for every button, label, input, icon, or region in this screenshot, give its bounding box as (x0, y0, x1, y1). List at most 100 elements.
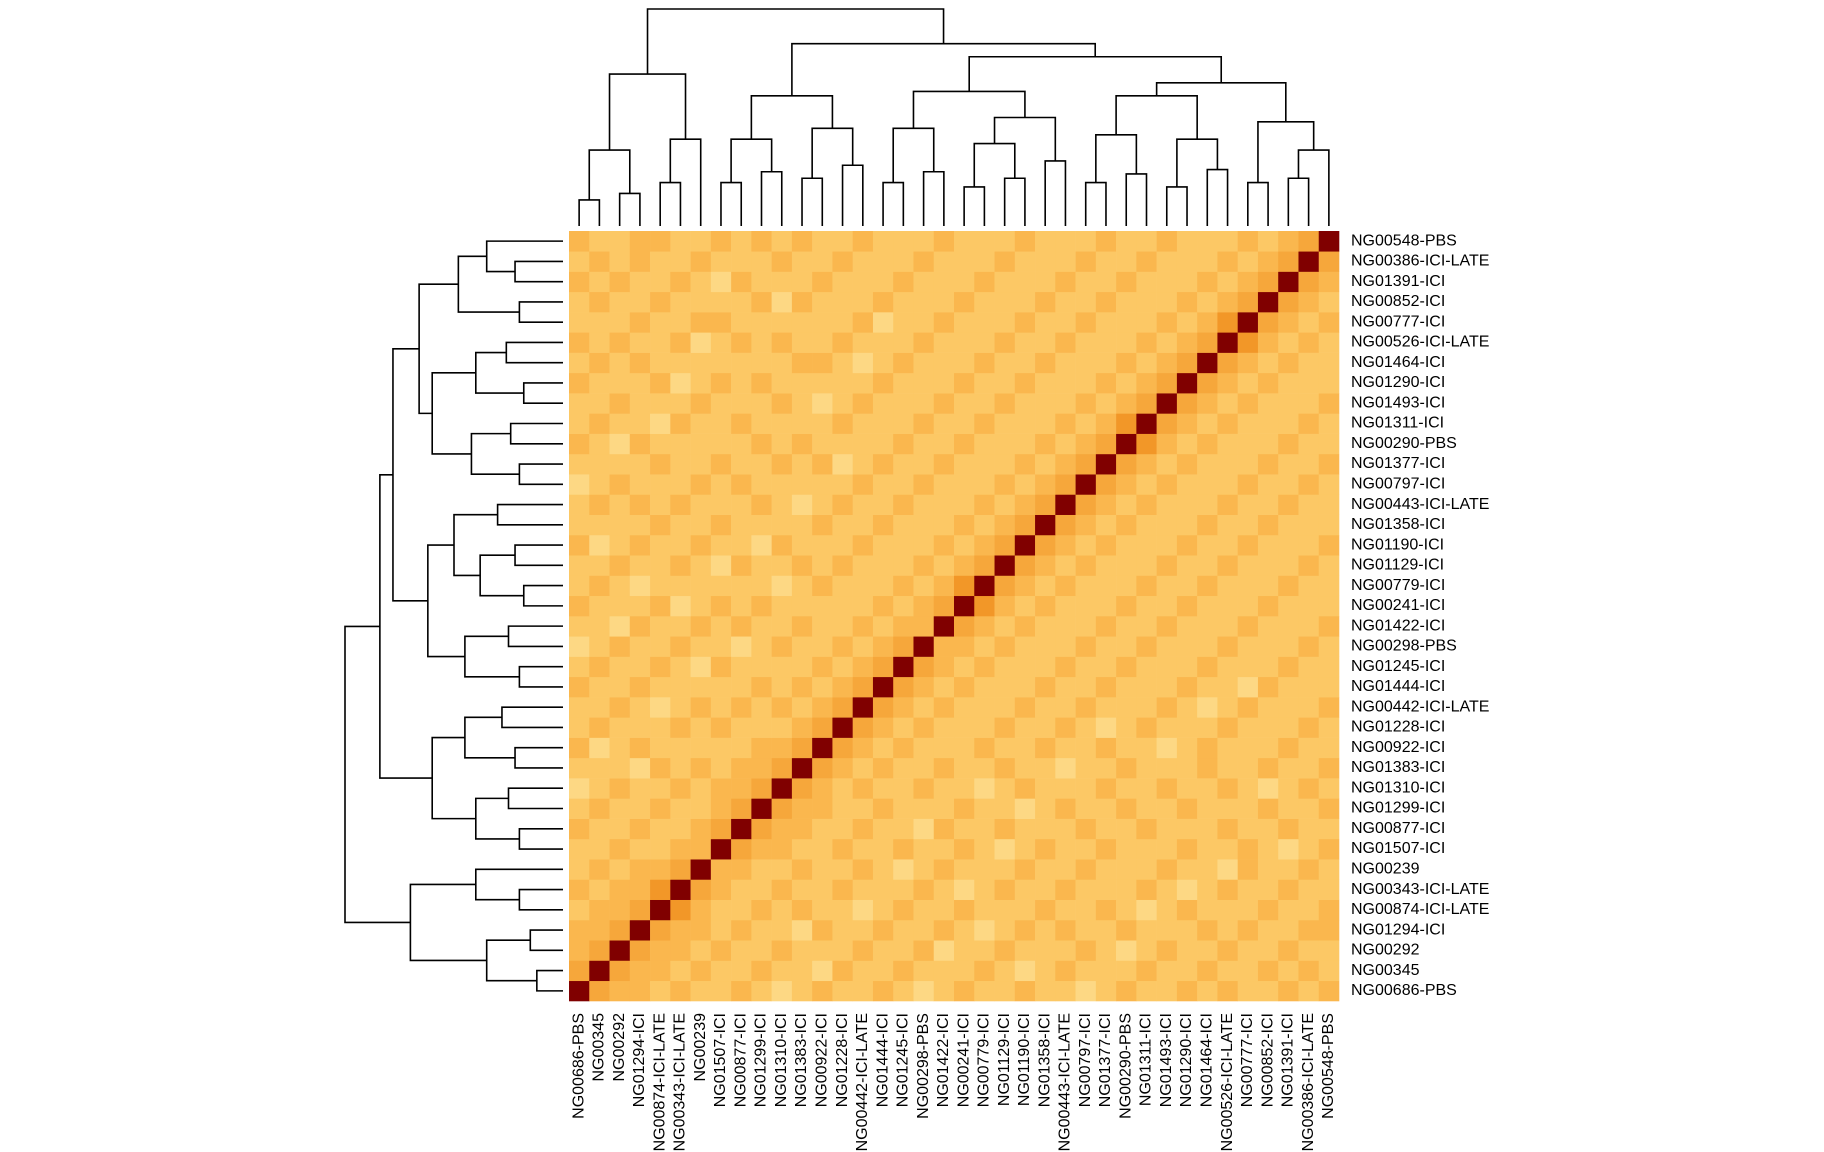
heatmap-cell (1075, 717, 1097, 738)
row-dendrogram-branch (431, 736, 476, 820)
heatmap-cell (1035, 960, 1056, 982)
heatmap-cell (1055, 798, 1076, 819)
heatmap-cell (1298, 332, 1320, 353)
heatmap-cell (751, 413, 772, 434)
heatmap-cell (852, 656, 874, 678)
heatmap-cell (832, 474, 853, 495)
column-dendrogram-branch (1155, 81, 1287, 122)
heatmap-cell (1257, 595, 1279, 617)
heatmap-cell (670, 595, 691, 617)
heatmap-cell (933, 879, 955, 900)
heatmap-cell (974, 534, 995, 556)
heatmap-cell (1095, 372, 1117, 394)
heatmap-cell (1156, 271, 1178, 293)
heatmap-cell (1176, 798, 1198, 819)
heatmap-cell (1237, 312, 1259, 333)
heatmap-cell (913, 899, 935, 921)
heatmap-cell (629, 940, 651, 961)
heatmap-cell (771, 453, 793, 475)
heatmap-cell (852, 312, 874, 333)
heatmap-cell (1237, 960, 1259, 982)
column-dendrogram-branch (750, 95, 834, 140)
heatmap-cell (812, 818, 833, 840)
heatmap-cell (913, 919, 935, 941)
column-dendrogram-branch (882, 181, 905, 226)
heatmap-cell (852, 393, 874, 414)
heatmap-cell (771, 737, 793, 759)
heatmap-cell (1055, 616, 1076, 637)
heatmap-cell (1095, 616, 1117, 637)
heatmap-cell (1035, 595, 1056, 617)
heatmap-cell (771, 332, 793, 353)
heatmap-cell (771, 879, 793, 900)
heatmap-cell (994, 413, 1016, 434)
heatmap-cell (933, 514, 955, 536)
heatmap-cell (812, 291, 833, 313)
heatmap-cell (1257, 231, 1279, 252)
heatmap-cell (609, 919, 631, 941)
heatmap-cell (791, 372, 813, 394)
heatmap-cell (933, 737, 955, 759)
heatmap-cell (954, 676, 975, 698)
heatmap-cell (1014, 636, 1036, 657)
heatmap-cell (893, 393, 914, 414)
heatmap-cell (1257, 778, 1279, 799)
heatmap-cell (913, 676, 935, 698)
heatmap-cell (1095, 575, 1117, 597)
heatmap-cell (1095, 494, 1117, 515)
heatmap-cell (609, 514, 631, 536)
heatmap-cell (690, 231, 712, 252)
heatmap-cell (1318, 312, 1340, 333)
heatmap-cell (1197, 980, 1218, 1002)
heatmap-cell (1095, 859, 1117, 880)
heatmap-cell (1278, 433, 1299, 455)
heatmap-cell (589, 838, 610, 860)
heatmap-cell (954, 798, 975, 819)
heatmap-cell (832, 534, 853, 556)
row-dendrogram-branch (485, 939, 537, 982)
column-label: NG00779-ICI (976, 1013, 993, 1107)
heatmap-cell (629, 271, 651, 293)
heatmap-cell (751, 555, 772, 576)
row-label: NG01228-ICI (1351, 719, 1445, 736)
heatmap-cell (1298, 818, 1320, 840)
heatmap-cell (1014, 879, 1036, 900)
heatmap-cell (1197, 534, 1218, 556)
heatmap-cell (589, 919, 610, 941)
heatmap-cell (629, 514, 651, 536)
heatmap-cell (731, 616, 752, 637)
heatmap-cell (569, 291, 590, 313)
heatmap-cell (913, 798, 935, 819)
heatmap-cell (1136, 251, 1157, 272)
heatmap-cell (1257, 372, 1279, 394)
heatmap-cell (1176, 595, 1198, 617)
heatmap-cell (1298, 636, 1320, 657)
heatmap-cell (832, 676, 853, 698)
heatmap-cell (751, 879, 772, 900)
heatmap-cell (1318, 778, 1340, 799)
heatmap-cell (852, 697, 874, 718)
heatmap-cell (609, 534, 631, 556)
heatmap-cell (771, 271, 793, 293)
heatmap-cell (832, 636, 853, 657)
heatmap-cell (1136, 271, 1157, 293)
heatmap-cell (1075, 616, 1097, 637)
heatmap-cell (1298, 656, 1320, 678)
heatmap-cell (1014, 697, 1036, 718)
heatmap-cell (1055, 737, 1076, 759)
heatmap-cell (771, 818, 793, 840)
heatmap-cell (791, 433, 813, 455)
heatmap-cell (1217, 393, 1238, 414)
heatmap-cell (751, 940, 772, 961)
heatmap-cell (589, 271, 610, 293)
heatmap-cell (872, 251, 894, 272)
heatmap-cell (1014, 859, 1036, 880)
heatmap-cell (913, 231, 935, 252)
heatmap-cell (994, 940, 1016, 961)
heatmap-cell (1237, 494, 1259, 515)
heatmap-cell (1318, 717, 1340, 738)
heatmap-cell (1116, 899, 1137, 921)
row-dendrogram-branch (418, 283, 459, 415)
heatmap-cell (670, 372, 691, 394)
heatmap-cell (1075, 271, 1097, 293)
